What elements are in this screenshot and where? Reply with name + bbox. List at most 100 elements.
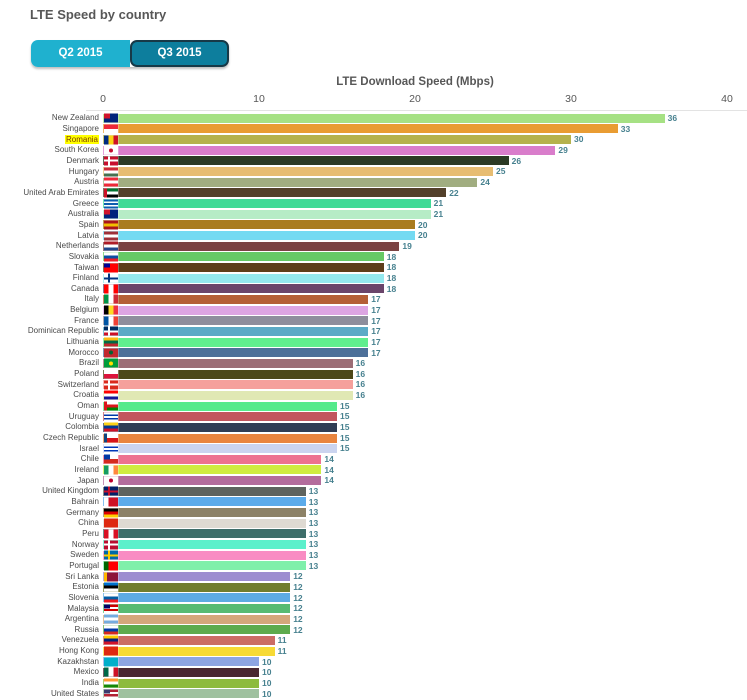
bar-hong-kong[interactable] [103, 646, 275, 656]
bar-norway[interactable] [103, 540, 306, 550]
bar-zone: 16 [103, 358, 747, 369]
bar-zone: 10 [103, 667, 747, 678]
flag-detail [104, 490, 118, 493]
country-label: Hong Kong [58, 646, 99, 656]
bar-zone: 14 [103, 465, 747, 476]
bar-finland[interactable] [103, 273, 384, 283]
bar-australia[interactable] [103, 209, 431, 219]
tab-q3-2015[interactable]: Q3 2015 [130, 40, 229, 67]
bar-united-states[interactable] [103, 689, 259, 699]
bar-row: Hong Kong 11 [0, 646, 747, 657]
bar-canada[interactable] [103, 284, 384, 294]
bar-denmark[interactable] [103, 156, 509, 166]
bar-row: Czech Republic 15 [0, 433, 747, 444]
bar-lithuania[interactable] [103, 337, 369, 347]
bar-russia[interactable] [103, 625, 291, 635]
bar-belgium[interactable] [103, 305, 369, 315]
bar-new-zealand[interactable] [103, 113, 665, 123]
bar-brazil[interactable] [103, 358, 353, 368]
value-label: 17 [371, 336, 381, 347]
value-label: 13 [308, 539, 319, 550]
flag-icon-singapore [104, 124, 118, 134]
bar-israel[interactable] [103, 444, 337, 454]
bar-uruguay[interactable] [103, 412, 337, 422]
country-label: Singapore [62, 123, 99, 133]
country-label: Greece [72, 198, 99, 208]
bar-china[interactable] [103, 518, 306, 528]
bar-austria[interactable] [103, 177, 478, 187]
bar-romania[interactable] [103, 135, 571, 145]
country-label: Slovenia [68, 592, 99, 602]
bar-row: Germany 13 [0, 507, 747, 518]
flag-icon-venezuela [104, 635, 118, 645]
value-label: 13 [308, 560, 319, 571]
country-label: Australia [67, 209, 99, 219]
country-label: Finland [72, 273, 99, 283]
flag-icon-slovakia [104, 252, 118, 262]
value-label: 16 [355, 368, 366, 379]
country-label: United Arab Emirates [23, 187, 99, 197]
bar-croatia[interactable] [103, 390, 353, 400]
bar-switzerland[interactable] [103, 380, 353, 390]
bar-mexico[interactable] [103, 667, 259, 677]
bar-zone: 22 [103, 188, 747, 199]
x-axis-tick: 30 [565, 93, 577, 105]
bar-united-arab-emirates[interactable] [103, 188, 447, 198]
tab-q2-2015[interactable]: Q2 2015 [31, 40, 130, 67]
bar-malaysia[interactable] [103, 604, 291, 614]
bar-south-korea[interactable] [103, 145, 556, 155]
bar-spain[interactable] [103, 220, 415, 230]
flag-detail [109, 350, 113, 355]
bar-peru[interactable] [103, 529, 306, 539]
flag-detail [104, 383, 118, 386]
bar-zone: 15 [103, 443, 747, 454]
bar-oman[interactable] [103, 401, 337, 411]
bar-taiwan[interactable] [103, 263, 384, 273]
bar-hungary[interactable] [103, 167, 493, 177]
bar-chile[interactable] [103, 454, 322, 464]
bar-bahrain[interactable] [103, 497, 306, 507]
bar-zone: 15 [103, 411, 747, 422]
bar-ireland[interactable] [103, 465, 322, 475]
bar-singapore[interactable] [103, 124, 618, 134]
bar-kazakhstan[interactable] [103, 657, 259, 667]
bar-france[interactable] [103, 316, 369, 326]
bar-latvia[interactable] [103, 231, 415, 241]
bar-slovenia[interactable] [103, 593, 291, 603]
bar-slovakia[interactable] [103, 252, 384, 262]
bar-estonia[interactable] [103, 582, 291, 592]
x-axis-tick: 20 [409, 93, 421, 105]
flag-icon-slovenia [104, 593, 118, 603]
bar-poland[interactable] [103, 369, 353, 379]
bar-japan[interactable] [103, 476, 322, 486]
bar-sri-lanka[interactable] [103, 572, 291, 582]
bar-united-kingdom[interactable] [103, 486, 306, 496]
flag-icon-china [104, 518, 118, 528]
country-label: Belgium [70, 305, 99, 315]
bar-greece[interactable] [103, 199, 431, 209]
bar-india[interactable] [103, 678, 259, 688]
bar-morocco[interactable] [103, 348, 369, 358]
bar-czech-republic[interactable] [103, 433, 337, 443]
flag-icon-morocco [104, 348, 118, 358]
flag-icon-finland [104, 273, 118, 283]
country-label: Brazil [78, 358, 99, 368]
country-label: South Korea [54, 145, 99, 155]
bar-sweden[interactable] [103, 550, 306, 560]
bar-zone: 16 [103, 369, 747, 380]
bar-germany[interactable] [103, 508, 306, 518]
bar-row: Austria 24 [0, 177, 747, 188]
bar-portugal[interactable] [103, 561, 306, 571]
flag-icon-croatia [104, 390, 118, 400]
value-label: 12 [293, 592, 303, 603]
bar-venezuela[interactable] [103, 635, 275, 645]
bar-zone: 13 [103, 539, 747, 550]
bar-argentina[interactable] [103, 614, 291, 624]
bar-italy[interactable] [103, 294, 369, 304]
bar-row: Switzerland 16 [0, 379, 747, 390]
axis-line [86, 110, 747, 111]
bar-netherlands[interactable] [103, 241, 400, 251]
flag-icon-belgium [104, 305, 118, 315]
bar-colombia[interactable] [103, 422, 337, 432]
bar-dominican-republic[interactable] [103, 326, 369, 336]
